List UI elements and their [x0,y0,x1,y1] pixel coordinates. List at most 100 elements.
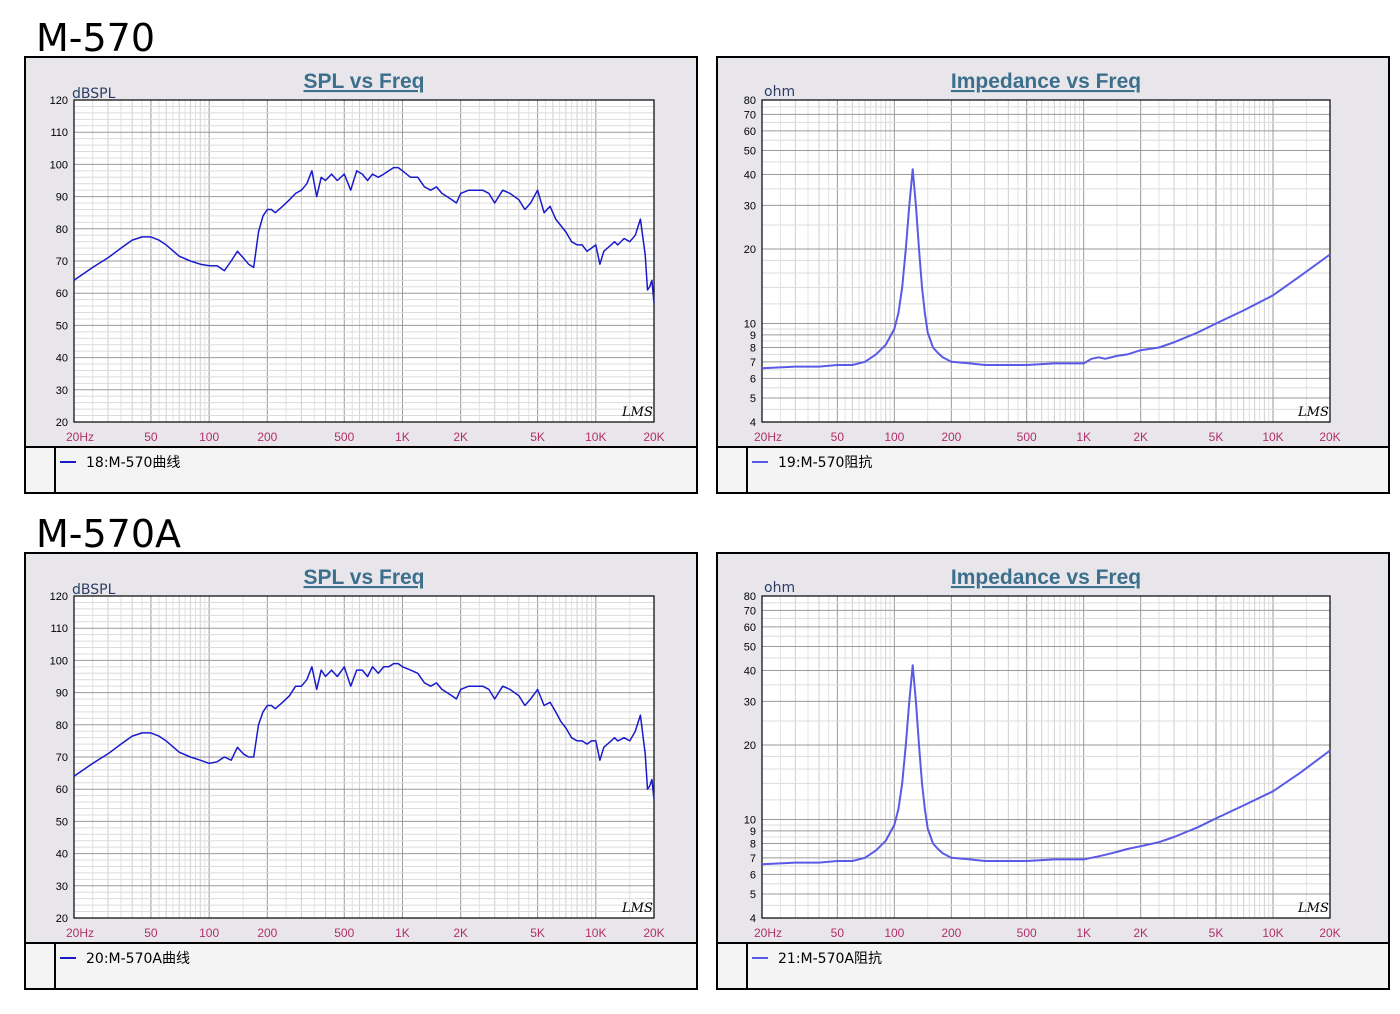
x-tick-label: 50 [831,926,845,940]
y-tick-label: 7 [750,853,756,865]
y-tick-label: 4 [750,913,756,925]
legend-swatch [60,957,76,959]
x-tick-label: 2K [1133,430,1148,444]
x-tick-label: 20Hz [754,926,782,940]
y-tick-label: 30 [56,385,68,397]
y-tick-label: 8 [750,838,756,850]
y-tick-label: 50 [744,146,756,158]
impedance-chart-panel: Impedance vs Freq ohm 4 5 6 7 8 9 10 20 30 40 50 60 70… [716,56,1390,494]
y-tick-label: 9 [750,330,756,342]
legend-label: 19:M-570阻抗 [778,455,873,471]
legend-swatch [752,461,768,463]
x-tick-label: 20K [1319,430,1340,444]
x-tick-label: 5K [1209,926,1224,940]
legend-label: 21:M-570A阻抗 [778,951,882,967]
y-tick-label: 70 [56,752,68,764]
plot-frame [73,99,655,423]
legend-swatch [60,461,76,463]
y-tick-label: 80 [744,95,756,107]
series-line [73,166,655,303]
grid [761,99,1331,423]
y-axis-title: ohm [764,84,795,100]
lms-watermark: LMS [621,901,653,916]
y-tick-label: 60 [744,126,756,138]
x-tick-label: 100 [199,430,219,444]
x-tick-label: 20K [643,430,664,444]
chart-legend: 21:M-570A阻抗 [718,942,1388,988]
x-tick-label: 5K [530,926,545,940]
x-tick-label: 20K [1319,926,1340,940]
chart-legend: 18:M-570曲线 [26,446,696,492]
x-tick-label: 20Hz [754,430,782,444]
x-tick-label: 20K [643,926,664,940]
grid [73,99,655,423]
legend-swatch [752,957,768,959]
y-tick-label: 20 [56,417,68,429]
lms-watermark: LMS [1297,901,1329,916]
y-tick-label: 30 [744,200,756,212]
y-tick-label: 110 [50,127,68,139]
lms-watermark: LMS [621,405,653,420]
chart-title: SPL vs Freq [304,70,425,93]
y-tick-label: 30 [744,696,756,708]
x-tick-label: 500 [1017,430,1037,444]
x-tick-label: 50 [144,926,158,940]
x-tick-label: 200 [257,926,277,940]
y-tick-label: 80 [744,591,756,603]
x-tick-label: 100 [199,926,219,940]
y-tick-label: 40 [744,666,756,678]
y-tick-label: 8 [750,342,756,354]
x-tick-label: 10K [585,926,606,940]
grid [73,595,655,919]
x-tick-label: 50 [831,430,845,444]
x-tick-label: 200 [257,430,277,444]
y-tick-label: 120 [50,95,68,107]
x-tick-label: 20Hz [66,926,94,940]
y-tick-label: 20 [744,244,756,256]
y-tick-label: 30 [56,881,68,893]
y-tick-label: 10 [744,319,756,331]
y-tick-label: 40 [56,353,68,365]
x-tick-label: 200 [941,430,961,444]
chart-svg: SPL vs Freq dBSPL 20 30 40 50 60 70 80 90 100 110 12… [50,70,665,444]
impedance-chart-panel: Impedance vs Freq ohm 4 5 6 7 8 9 10 20 30 40 50 60 70… [716,552,1390,990]
x-tick-label: 10K [1262,430,1283,444]
y-tick-label: 40 [744,170,756,182]
y-tick-label: 50 [56,816,68,828]
y-tick-label: 7 [750,357,756,369]
x-tick-label: 50 [144,430,158,444]
x-tick-label: 10K [585,430,606,444]
y-tick-label: 50 [56,320,68,332]
x-tick-label: 20Hz [66,430,94,444]
y-tick-label: 9 [750,826,756,838]
y-tick-label: 40 [56,849,68,861]
x-tick-label: 10K [1262,926,1283,940]
y-tick-label: 70 [744,605,756,617]
x-tick-label: 1K [395,926,410,940]
plot-area [762,596,1330,918]
y-tick-label: 110 [50,623,68,635]
chart-title: Impedance vs Freq [951,70,1141,93]
x-tick-label: 5K [1209,430,1224,444]
chart-title: Impedance vs Freq [951,566,1141,589]
y-tick-label: 80 [56,720,68,732]
x-tick-label: 5K [530,430,545,444]
y-tick-label: 100 [50,655,68,667]
legend-label: 20:M-570A曲线 [86,951,190,967]
y-tick-label: 60 [56,288,68,300]
chart-legend: 19:M-570阻抗 [718,446,1388,492]
y-tick-label: 70 [744,109,756,121]
y-tick-label: 20 [744,740,756,752]
y-tick-label: 90 [56,688,68,700]
y-tick-label: 120 [50,591,68,603]
y-tick-label: 100 [50,159,68,171]
x-tick-label: 1K [1076,926,1091,940]
y-tick-label: 6 [750,869,756,881]
y-tick-label: 80 [56,224,68,236]
y-tick-label: 60 [56,784,68,796]
x-tick-label: 200 [941,926,961,940]
x-tick-label: 1K [1076,430,1091,444]
chart-legend: 20:M-570A曲线 [26,942,696,988]
